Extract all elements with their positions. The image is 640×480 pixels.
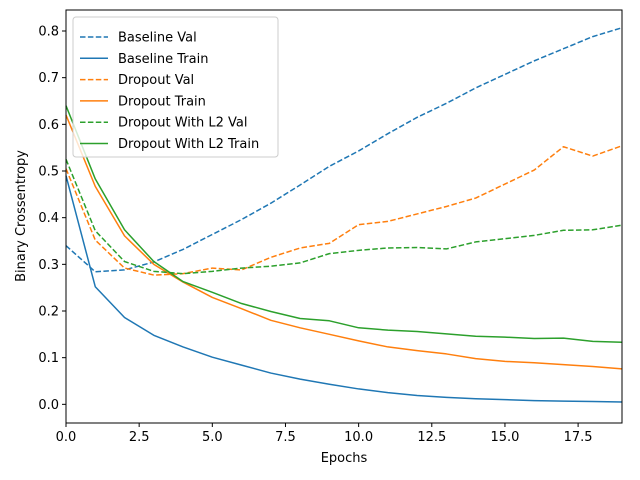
x-tick-label: 0.0 xyxy=(56,430,77,445)
x-tick-label: 2.5 xyxy=(129,430,150,445)
x-tick-label: 5.0 xyxy=(202,430,223,445)
x-tick-label: 15.0 xyxy=(490,430,519,445)
y-tick-label: 0.3 xyxy=(38,258,59,273)
y-tick-label: 0.8 xyxy=(38,25,59,40)
y-tick-label: 0.7 xyxy=(38,71,59,86)
y-tick-label: 0.6 xyxy=(38,118,59,133)
x-tick-label: 17.5 xyxy=(564,430,593,445)
y-axis-ticks: 0.0 0.1 0.2 0.3 0.4 0.5 0.6 0.7 0.8 xyxy=(38,25,66,413)
series-line-baseline-val xyxy=(65,27,623,273)
axes-frame xyxy=(65,9,623,424)
plot-lines xyxy=(65,27,623,403)
y-tick-label: 0.4 xyxy=(38,211,59,226)
legend-label: Baseline Train xyxy=(118,52,208,67)
series-line-dropout-with-l2-train xyxy=(65,105,623,344)
y-tick-label: 0.2 xyxy=(38,305,59,320)
y-tick-label: 0.1 xyxy=(38,351,59,366)
series-line-dropout-train xyxy=(65,114,623,370)
series-line-dropout-val xyxy=(65,145,623,276)
legend-label: Dropout With L2 Val xyxy=(118,116,247,131)
x-tick-label: 10.0 xyxy=(344,430,373,445)
x-axis-label: Epochs xyxy=(321,451,368,466)
legend-label: Dropout Train xyxy=(118,94,206,109)
series-line-baseline-train xyxy=(65,175,623,403)
x-tick-label: 7.5 xyxy=(275,430,296,445)
legend-label: Baseline Val xyxy=(118,31,197,46)
y-axis-label: Binary Crossentropy xyxy=(14,150,29,282)
legend-label: Dropout Val xyxy=(118,73,194,88)
legend-box xyxy=(72,16,279,158)
legend: Baseline Val Baseline Train Dropout Val Dro… xyxy=(72,16,279,158)
x-axis-ticks: 0.0 2.5 5.0 7.5 10.0 12.5 15.0 17.5 xyxy=(56,423,593,445)
x-tick-label: 12.5 xyxy=(417,430,446,445)
legend-items: Baseline Val Baseline Train Dropout Val Dro… xyxy=(80,31,259,152)
y-tick-label: 0.0 xyxy=(38,398,59,413)
y-tick-label: 0.5 xyxy=(38,165,59,180)
series-line-dropout-with-l2-val xyxy=(65,159,623,275)
legend-label: Dropout With L2 Train xyxy=(118,137,259,152)
